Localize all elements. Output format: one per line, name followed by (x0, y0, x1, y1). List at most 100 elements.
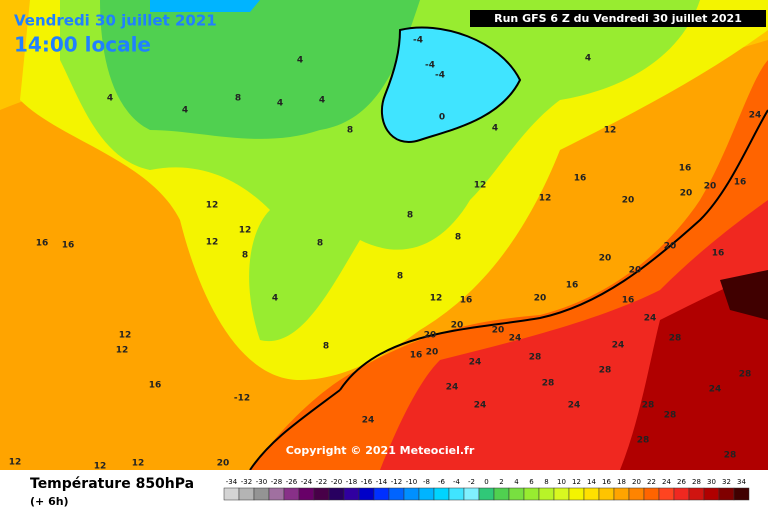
scale-cell (238, 487, 255, 501)
scale-cell (493, 487, 510, 501)
scale-label: 34 (737, 478, 746, 486)
contour-label: 12 (430, 294, 443, 304)
contour-label: -4 (413, 36, 423, 46)
contour-label: 12 (206, 201, 219, 211)
contour-label: 12 (94, 462, 107, 472)
contour-label: 24 (568, 401, 581, 411)
contour-label: -4 (425, 61, 435, 71)
scale-label: -34 (226, 478, 238, 486)
scale-label: -16 (361, 478, 373, 486)
run-box (470, 10, 766, 27)
contour-label: 4 (272, 294, 278, 304)
contour-label: 4 (107, 94, 113, 104)
contour-label: 16 (410, 351, 423, 361)
scale-cell (628, 487, 645, 501)
scale-label: 26 (677, 478, 686, 486)
scale-cell (328, 487, 345, 501)
map-background (0, 0, 768, 471)
contour-label: 20 (451, 321, 464, 331)
scale-label: 20 (632, 478, 641, 486)
scale-cell (583, 487, 600, 501)
contour-label: 4 (297, 56, 303, 66)
contour-label: 8 (323, 342, 329, 352)
contour-label: 24 (612, 341, 625, 351)
contour-label: 16 (36, 239, 49, 249)
contour-label: 20 (599, 254, 612, 264)
scale-cell (433, 487, 450, 501)
scale-cell (223, 487, 240, 501)
contour-label: 12 (206, 238, 219, 248)
contour-label: 28 (669, 334, 682, 344)
scale-cell (553, 487, 570, 501)
scale-cell (388, 487, 405, 501)
contour-label: 16 (566, 281, 579, 291)
date: Vendredi 30 juillet 2021 (14, 12, 217, 30)
scale-cell (403, 487, 420, 501)
contour-label: -4 (435, 71, 445, 81)
scale-label: 28 (692, 478, 701, 486)
run-info: Run GFS 6 Z du Vendredi 30 juillet 2021 (494, 12, 742, 25)
scale-cell (568, 487, 585, 501)
scale-label: 4 (514, 478, 519, 486)
contour-label: 20 (424, 331, 437, 341)
contour-label: 8 (407, 211, 413, 221)
legend-title: Température 850hPa (30, 476, 194, 492)
scale-cell (253, 487, 270, 501)
contour-label: 8 (455, 233, 461, 243)
scale-cell (343, 487, 360, 501)
contour-label: 16 (62, 241, 75, 251)
contour-label: 0 (439, 113, 445, 123)
contour-label: 24 (474, 401, 487, 411)
scale-label: 0 (484, 478, 488, 486)
scale-cell (508, 487, 525, 501)
contour-label: 28 (642, 401, 655, 411)
scale-label: -18 (346, 478, 357, 486)
contour-label: 12 (604, 126, 617, 136)
scale-cell (703, 487, 720, 501)
contour-label: 16 (679, 164, 692, 174)
contour-label: 12 (116, 346, 129, 356)
contour-label: 28 (739, 370, 752, 380)
scale-label: -26 (286, 478, 298, 486)
scale-cell (688, 487, 705, 501)
scale-label: 24 (662, 478, 671, 486)
scale-cell (298, 487, 315, 501)
scale-cell (313, 487, 330, 501)
scale-cell (358, 487, 375, 501)
scale-label: -30 (256, 478, 267, 486)
scale-label: 14 (587, 478, 596, 486)
local-time: 14:00 locale (14, 33, 151, 57)
scale-label: -22 (316, 478, 327, 486)
scale-cell (598, 487, 615, 501)
contour-label: 4 (277, 99, 283, 109)
scale-cell (673, 487, 690, 501)
scale-label: -32 (241, 478, 252, 486)
scale-cell (523, 487, 540, 501)
contour-label: 8 (317, 239, 323, 249)
scale-label: 16 (602, 478, 611, 486)
contour-label: 20 (217, 459, 230, 469)
scale-label: -28 (271, 478, 282, 486)
contour-label: 28 (664, 411, 677, 421)
contour-label: 20 (426, 348, 439, 358)
contour-label: 24 (446, 383, 459, 393)
scale-cell (733, 487, 750, 501)
contour-label: 28 (724, 451, 737, 461)
contour-label: 4 (585, 54, 591, 64)
contour-label: 20 (629, 266, 642, 276)
scale-label: -6 (438, 478, 446, 486)
contour-label: 28 (542, 379, 555, 389)
contour-label: 20 (492, 326, 505, 336)
contour-label: 4 (319, 96, 325, 106)
contour-label: 8 (347, 126, 353, 136)
contour-label: 12 (239, 226, 252, 236)
contour-label: 8 (397, 272, 403, 282)
scale-cell (448, 487, 465, 501)
scale-label: -14 (376, 478, 388, 486)
contour-label: 16 (734, 178, 747, 188)
contour-label: 20 (704, 182, 717, 192)
contour-label: 24 (709, 385, 722, 395)
scale-cell (418, 487, 435, 501)
scale-label: 2 (499, 478, 503, 486)
